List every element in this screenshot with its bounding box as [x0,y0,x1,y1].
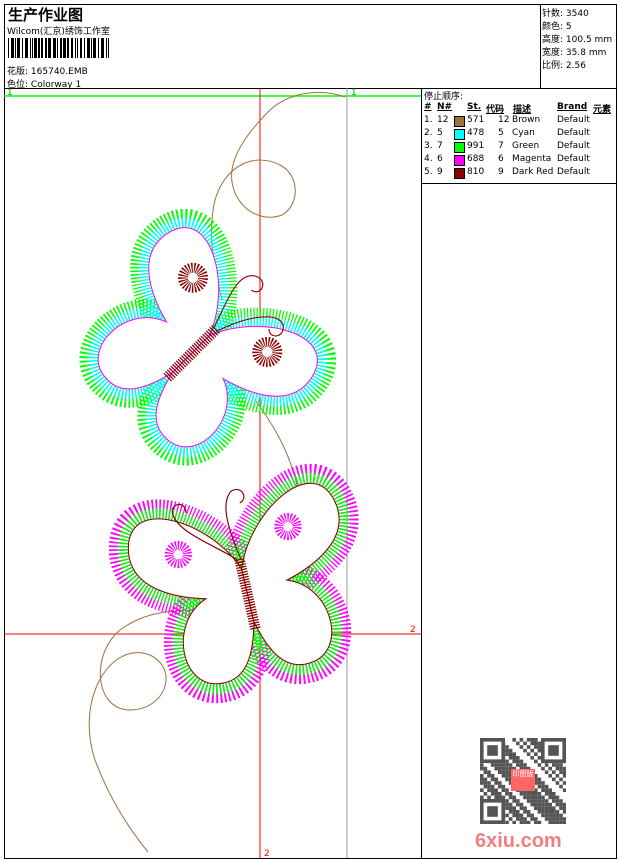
guide-label: 2 [264,849,270,859]
legend-row: 5. 9 810 9 Dark Red Default [424,167,616,180]
legend-title: 停止顺序: [424,92,464,102]
row-stitches: 810 [467,167,485,177]
seal-logo: 印图版 [511,769,535,791]
row-index: 3. [424,141,433,151]
color-swatch [454,116,465,127]
colorway: 色位: Colorway 1 [7,77,81,90]
outer-frame [4,4,617,859]
stat-stitches: 针数: 3540 [542,9,589,19]
butterfly-top [64,209,337,482]
row-needle: 6 [437,154,443,164]
qr-code [480,738,566,824]
guide-label: 2 [410,625,416,635]
row-code: 7 [498,141,504,151]
row-description: Brown [512,115,541,125]
row-description: Dark Red [512,167,554,177]
stats-panel: 针数: 3540 颜色: 5 高度: 100.5 mm 宽度: 35.8 mm … [542,6,612,71]
row-needle: 5 [437,128,443,138]
row-code: 12 [498,115,510,125]
row-stitches: 571 [467,115,485,125]
row-index: 1. [424,115,433,125]
color-swatch [454,129,465,140]
row-needle: 7 [437,141,443,151]
guide-label: 1 [351,88,357,98]
design-value: 165740.EMB [30,67,88,77]
row-needle: 12 [437,115,449,125]
row-code: 6 [498,154,504,164]
row-code: 5 [498,128,504,138]
stat-colors: 颜色: 5 [542,22,572,32]
row-description: Magenta [512,154,552,164]
row-description: Cyan [512,128,535,138]
divider [421,88,422,859]
stat-scale: 比例: 2.56 [542,61,586,71]
stat-width: 宽度: 35.8 mm [542,48,607,58]
watermark-text: 6xiu.com [475,830,562,852]
legend-row: 1. 12 571 12 Brown Default [424,115,616,128]
butterfly-bottom [120,468,370,697]
row-index: 2. [424,128,433,138]
legend-row: 3. 7 991 7 Green Default [424,141,616,154]
design-label: 花版: [7,67,29,77]
divider [421,183,617,184]
divider [4,88,617,89]
color-swatch [454,155,465,166]
legend-header: # N# St. 代码 描述 Brand 元素 [424,102,612,115]
barcode [8,38,109,58]
row-brand: Default [557,128,590,138]
design-file: 花版: 165740.EMB [7,64,88,77]
row-index: 4. [424,154,433,164]
row-code: 9 [498,167,504,177]
row-stitches: 478 [467,128,485,138]
guide-label: 1 [7,88,13,98]
colorway-value: Colorway 1 [30,80,82,90]
company-name: Wilcom(汇京)绣饰工作室 [7,27,110,37]
row-needle: 9 [437,167,443,177]
row-brand: Default [557,115,590,125]
color-swatch [454,168,465,179]
colorway-label: 色位: [7,80,29,90]
row-description: Green [512,141,540,151]
row-index: 5. [424,167,433,177]
row-brand: Default [557,167,590,177]
color-swatch [454,142,465,153]
row-brand: Default [557,154,590,164]
row-stitches: 991 [467,141,485,151]
page-title: 生产作业图 [8,6,84,24]
stat-height: 高度: 100.5 mm [542,35,613,45]
legend-row: 2. 5 478 5 Cyan Default [424,128,616,141]
divider [540,4,541,88]
row-brand: Default [557,141,590,151]
row-stitches: 688 [467,154,485,164]
legend-row: 4. 6 688 6 Magenta Default [424,154,616,167]
